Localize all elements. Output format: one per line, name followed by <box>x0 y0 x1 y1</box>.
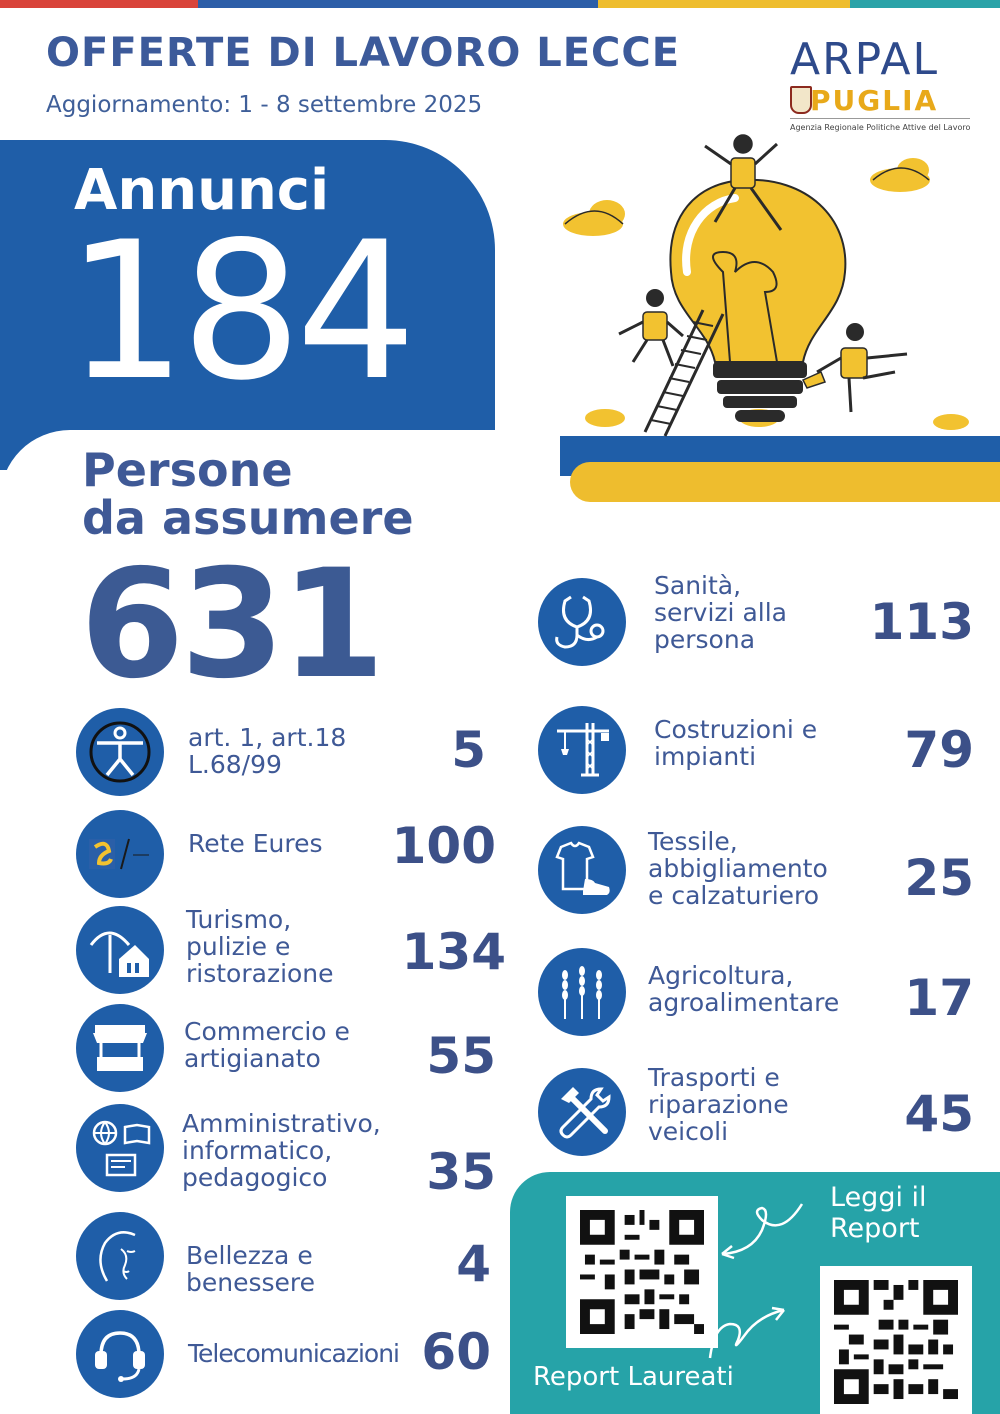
read-report-label: Leggi il Report <box>830 1182 927 1244</box>
sector-label: Rete Eures <box>188 829 323 858</box>
sector-label: art. 1, art.18 L.68/99 <box>188 723 347 779</box>
sector-value: 5 <box>451 721 486 779</box>
sector-value: 60 <box>421 1323 491 1381</box>
sector-label: Amministrativo, informatico, pedagogico <box>182 1109 381 1192</box>
annunci-panel <box>0 140 495 470</box>
sector-value: 25 <box>904 849 974 907</box>
sector-value: 100 <box>391 817 496 875</box>
arrow-to-graduates-report-icon <box>708 1306 785 1359</box>
sector-label: Turismo, pulizie e ristorazione <box>186 905 334 988</box>
qr-code-icon <box>580 1210 704 1334</box>
persone-label-line1: Persone <box>82 443 293 497</box>
logo-wordmark: ARPAL <box>790 34 940 85</box>
crane-icon <box>538 706 626 794</box>
market-stall-icon <box>76 1004 164 1092</box>
arrow-to-report-icon <box>721 1203 804 1260</box>
logo-tagline: Agenzia Regionale Politiche Attive del L… <box>790 123 971 132</box>
stethoscope-icon <box>538 578 626 666</box>
sector-value: 55 <box>426 1027 496 1085</box>
arpal-logo: ARPAL PUGLIA Agenzia Regionale Politiche… <box>780 36 980 141</box>
eures-logo-icon <box>76 810 164 898</box>
lightbulb-people-illustration <box>563 134 969 437</box>
sector-value: 79 <box>904 721 974 779</box>
sector-value: 35 <box>426 1143 496 1201</box>
crest-icon <box>790 86 812 114</box>
sector-value: 113 <box>869 593 974 651</box>
wrench-hammer-icon <box>538 1068 626 1156</box>
umbrella-house-icon <box>76 906 164 994</box>
decor-bar-yellow <box>570 462 1000 502</box>
sector-label: Commercio e artigianato <box>184 1017 350 1073</box>
report-qr-code[interactable] <box>566 1196 718 1348</box>
sector-label: Bellezza e benessere <box>186 1241 316 1297</box>
sector-label: Trasporti e riparazione veicoli <box>648 1063 789 1146</box>
sector-label: Costruzioni e impianti <box>654 715 818 771</box>
sector-value: 134 <box>401 923 506 981</box>
persone-label: Persone da assumere <box>82 446 414 542</box>
sector-label: Sanità, servizi alla persona <box>654 571 787 654</box>
graduates-report-qr-code[interactable] <box>820 1266 972 1414</box>
accessibility-icon <box>76 708 164 796</box>
page-title: OFFERTE DI LAVORO LECCE <box>46 30 681 76</box>
headset-icon <box>76 1310 164 1398</box>
annunci-label: Annunci <box>74 158 330 223</box>
woman-face-icon <box>76 1212 164 1300</box>
logo-region: PUGLIA <box>810 84 939 117</box>
annunci-count: 184 <box>66 201 417 422</box>
persone-count: 631 <box>80 538 385 712</box>
sector-value: 17 <box>904 969 974 1027</box>
qr-code-icon <box>834 1280 958 1404</box>
globe-book-id-icon <box>76 1104 164 1192</box>
graduates-report-label: Report Laureati <box>533 1362 734 1392</box>
top-color-stripe <box>0 0 1000 8</box>
persone-label-line2: da assumere <box>82 491 414 545</box>
tshirt-shoe-icon <box>538 826 626 914</box>
sector-value: 4 <box>456 1235 491 1293</box>
sector-label: Tessile, abbigliamento e calzaturiero <box>648 827 828 910</box>
wheat-icon <box>538 948 626 1036</box>
sector-label: Agricoltura, agroalimentare <box>648 961 840 1017</box>
update-date: Aggiornamento: 1 - 8 settembre 2025 <box>46 92 483 118</box>
sector-value: 45 <box>904 1085 974 1143</box>
sector-label: Telecomunicazioni <box>188 1339 400 1368</box>
logo-divider <box>790 118 970 119</box>
